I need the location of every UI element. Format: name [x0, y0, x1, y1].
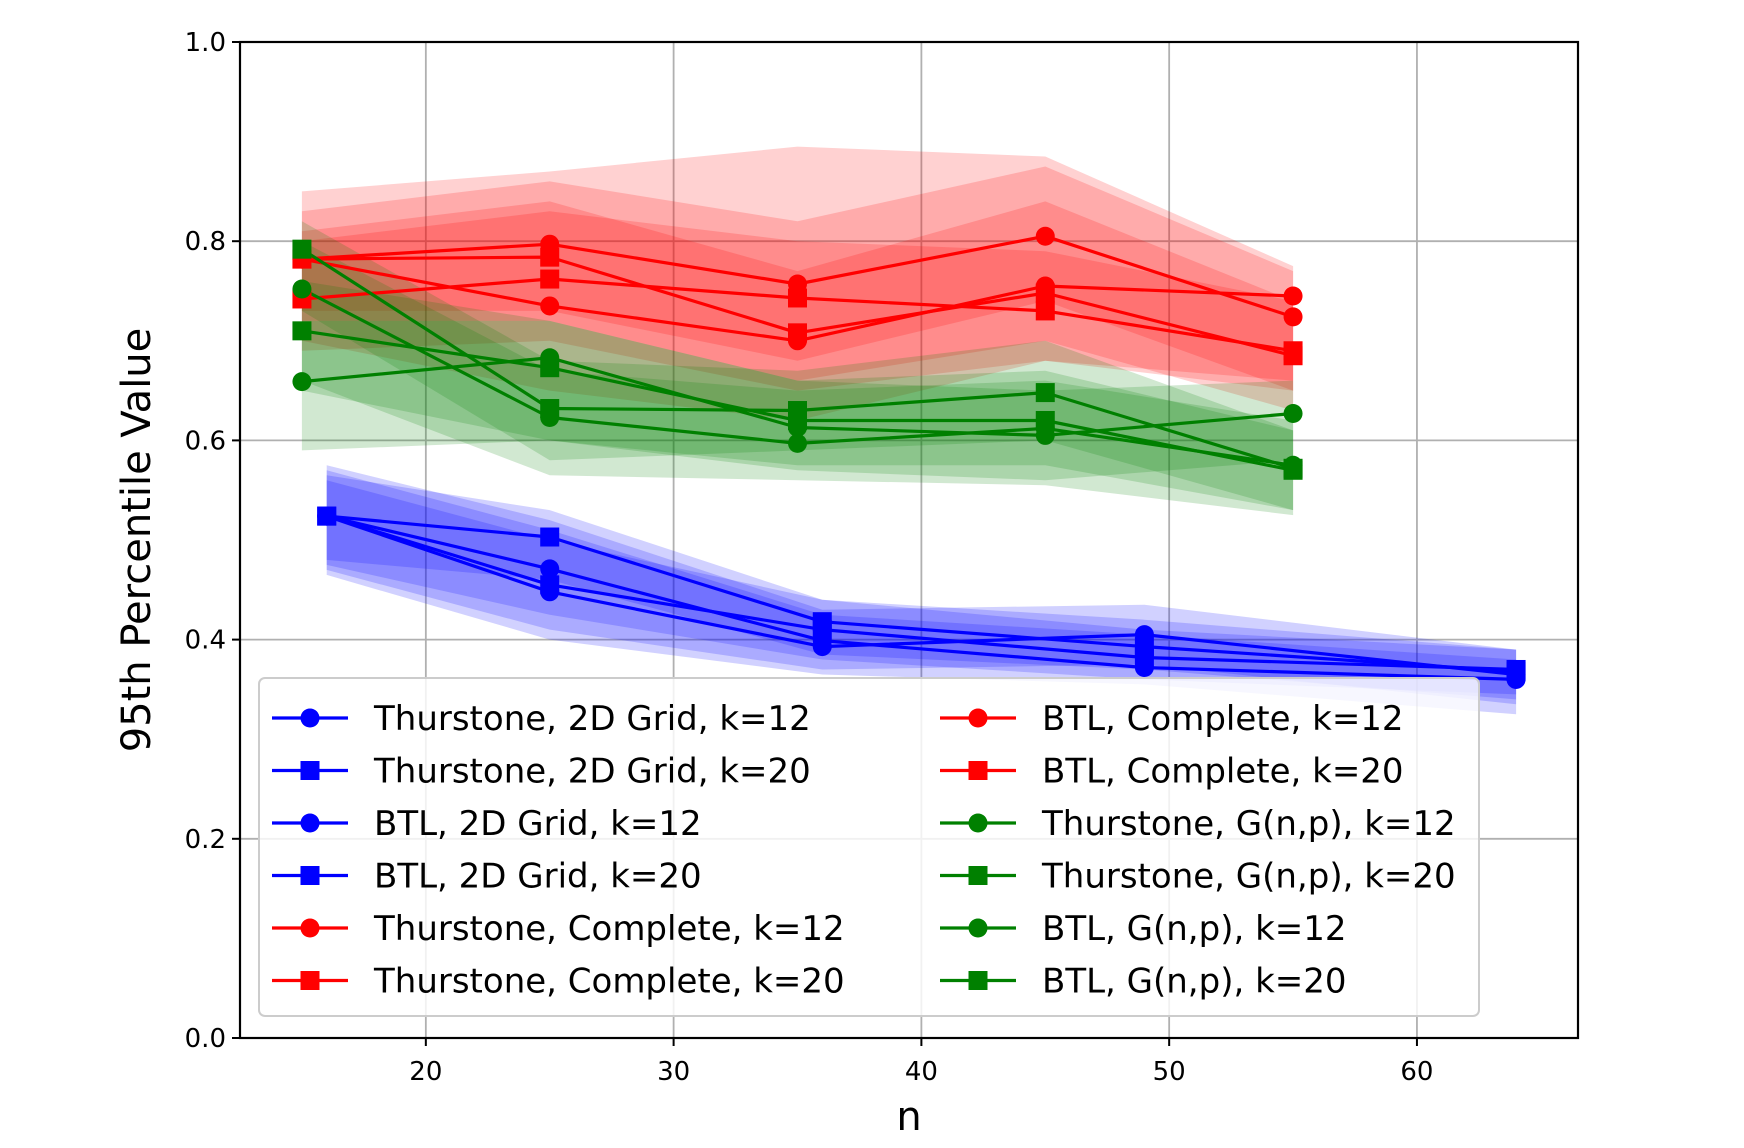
band-series-11	[301, 281, 1294, 511]
legend-label-6: BTL, Complete, k=12	[1042, 699, 1404, 739]
point-series-7	[540, 247, 560, 267]
point-series-11	[1035, 410, 1055, 430]
legend-label-5: Thurstone, Complete, k=20	[373, 962, 845, 1002]
legend-label-1: Thurstone, 2D Grid, k=20	[373, 752, 811, 792]
point-series-2	[540, 559, 560, 579]
legend-marker-4	[300, 918, 320, 938]
point-series-3	[812, 620, 832, 640]
y-tick-label: 0.2	[185, 825, 226, 855]
legend-box	[258, 677, 1480, 1017]
point-series-10	[292, 279, 312, 299]
point-series-9	[292, 239, 312, 259]
point-series-5	[540, 269, 560, 289]
y-tick-label: 0.6	[185, 426, 226, 456]
point-series-8	[292, 372, 312, 392]
point-series-5	[788, 288, 807, 308]
legend-label-2: BTL, 2D Grid, k=12	[374, 804, 702, 844]
axis-ticks: 20 30 40 50 60 0.0 0.2 0.4 0.6 0.8 1.0	[185, 28, 1434, 1087]
legend-label-8: Thurstone, G(n,p), k=12	[1041, 804, 1456, 844]
point-series-10	[788, 433, 807, 453]
y-tick-label: 0.0	[185, 1024, 226, 1054]
y-tick-label: 0.8	[185, 227, 226, 257]
legend-marker-8	[968, 813, 988, 833]
point-series-3	[1134, 648, 1154, 668]
legend-marker-7	[968, 761, 988, 780]
legend-marker-1	[300, 761, 320, 780]
band-series-3	[326, 480, 1517, 695]
point-series-11	[788, 410, 807, 430]
point-series-8	[1283, 404, 1303, 424]
point-series-7	[1283, 346, 1303, 366]
point-series-11	[292, 321, 312, 341]
legend: Thurstone, 2D Grid, k=12 Thurstone, 2D Gr…	[258, 677, 1480, 1017]
point-series-10	[540, 407, 560, 427]
point-series-11	[1283, 460, 1303, 480]
legend-marker-0	[300, 708, 320, 728]
legend-marker-10	[968, 918, 988, 938]
x-axis-label: n	[896, 1094, 921, 1140]
x-tick-label: 20	[409, 1057, 442, 1087]
point-series-3	[540, 575, 560, 595]
point-series-4	[1035, 226, 1055, 246]
legend-label-4: Thurstone, Complete, k=12	[373, 909, 845, 949]
band-series-2	[326, 470, 1517, 715]
legend-label-10: BTL, G(n,p), k=12	[1042, 909, 1347, 949]
legend-marker-9	[968, 866, 988, 885]
point-series-6	[540, 296, 560, 316]
legend-marker-3	[300, 866, 320, 885]
x-tick-label: 60	[1400, 1057, 1433, 1087]
legend-label-0: Thurstone, 2D Grid, k=12	[373, 699, 811, 739]
y-tick-label: 0.4	[185, 626, 226, 656]
point-series-4	[1283, 307, 1303, 327]
point-series-3	[1506, 659, 1526, 679]
y-tick-label: 1.0	[185, 28, 226, 58]
band-series-10	[301, 241, 1294, 516]
point-series-1	[540, 527, 560, 547]
point-series-7	[788, 323, 807, 343]
legend-label-3: BTL, 2D Grid, k=20	[374, 857, 702, 897]
x-tick-label: 30	[657, 1057, 690, 1087]
legend-label-7: BTL, Complete, k=20	[1042, 752, 1404, 792]
point-series-3	[317, 506, 337, 526]
legend-marker-2	[300, 813, 320, 833]
plot-frame	[238, 40, 1580, 1040]
point-series-7	[1035, 283, 1055, 303]
x-tick-label: 40	[905, 1057, 938, 1087]
point-series-5	[1035, 301, 1055, 321]
point-series-9	[1035, 383, 1055, 403]
legend-marker-11	[968, 971, 988, 990]
legend-label-11: BTL, G(n,p), k=20	[1042, 962, 1347, 1002]
legend-label-9: Thurstone, G(n,p), k=20	[1041, 857, 1456, 897]
x-tick-label: 50	[1153, 1057, 1186, 1087]
legend-marker-5	[300, 971, 320, 990]
legend-marker-6	[968, 708, 988, 728]
series-markers	[292, 226, 1526, 689]
y-axis-label: 95th Percentile Value	[114, 328, 160, 753]
point-series-6	[1283, 286, 1303, 306]
point-series-11	[540, 358, 560, 378]
band-series-0	[326, 465, 1517, 705]
